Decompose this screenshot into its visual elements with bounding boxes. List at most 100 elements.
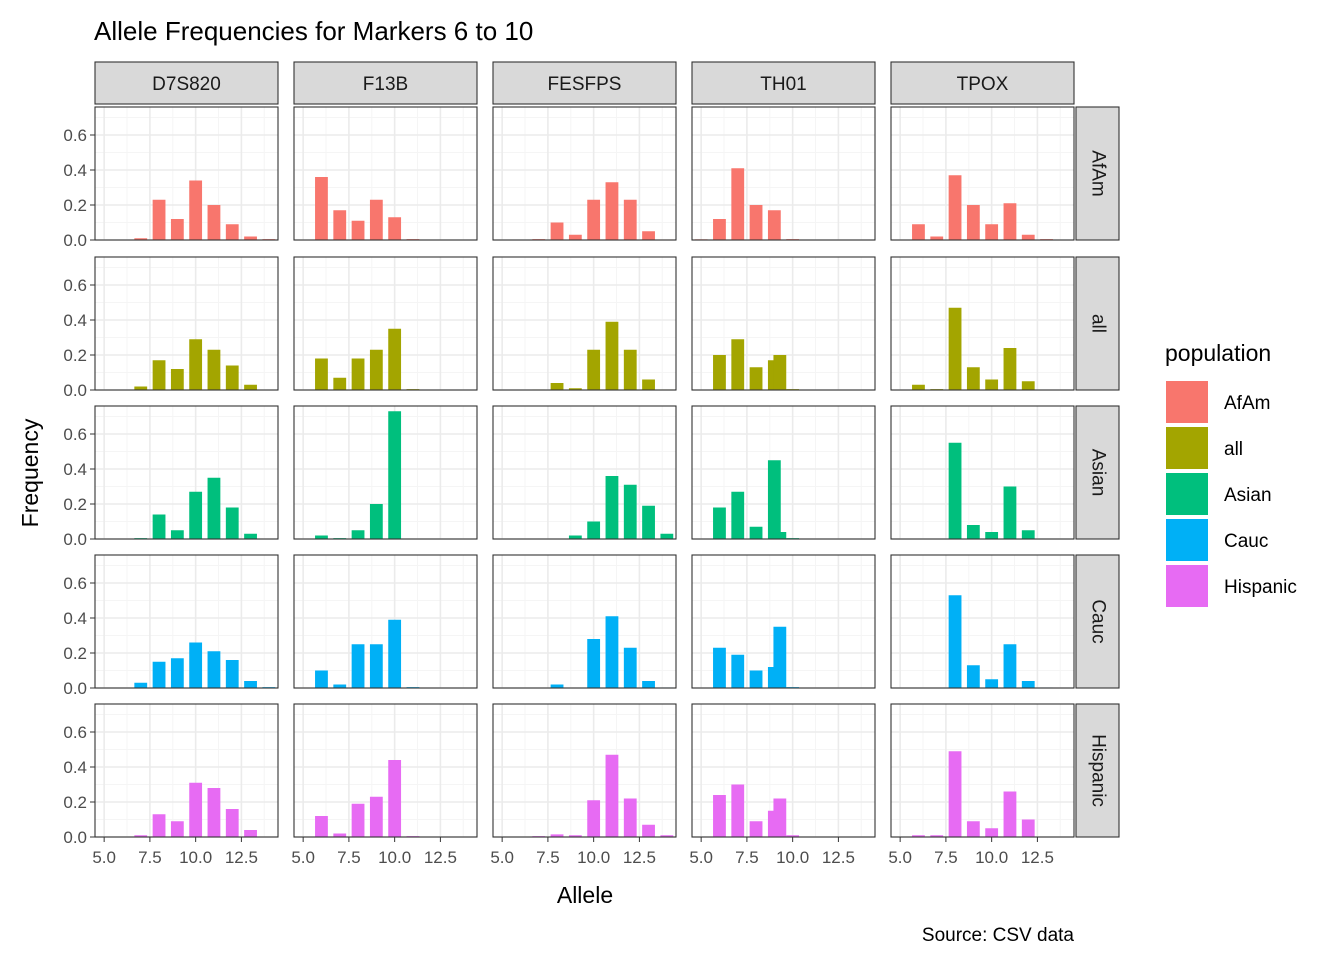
bar-all-D7S820-9: [170, 369, 184, 390]
bar-Asian-TPOX-12: [1021, 530, 1035, 539]
bar-AfAm-FESFPS-10: [587, 199, 601, 240]
bar-all-D7S820-12: [225, 365, 239, 390]
y-tick-label: 0.6: [63, 126, 87, 145]
bar-all-TPOX-9: [966, 367, 980, 390]
x-tick-label: 7.5: [934, 848, 958, 867]
bar-Hispanic-TPOX-9: [966, 821, 980, 837]
bar-all-D7S820-8: [152, 360, 166, 390]
panel-background: [891, 257, 1074, 390]
bar-AfAm-D7S820-7: [134, 238, 148, 240]
bar-Cauc-TPOX-9: [966, 665, 980, 688]
bar-Hispanic-TH01-6: [713, 795, 726, 837]
y-tick-label: 0.2: [63, 793, 87, 812]
bar-AfAm-F13B-6: [315, 177, 328, 240]
bar-Hispanic-FESFPS-9: [568, 835, 582, 837]
panel-TH01-Cauc: [691, 554, 876, 689]
bar-Asian-TH01-9: [767, 460, 781, 539]
bar-all-F13B-7: [333, 377, 347, 390]
strip-label-TPOX: TPOX: [957, 74, 1009, 95]
y-axis-label: Frequency: [17, 418, 43, 527]
bar-Hispanic-F13B-7: [333, 833, 347, 837]
y-tick-label: 0.4: [63, 311, 87, 330]
bar-Hispanic-D7S820-8: [152, 814, 166, 837]
bar-Cauc-D7S820-12: [225, 660, 239, 688]
bar-all-D7S820-7: [134, 386, 148, 390]
panel-border: [492, 106, 677, 241]
panel-F13B-AfAm: [293, 106, 478, 241]
panel-FESFPS-Asian: [492, 405, 677, 540]
bar-Hispanic-D7S820-10: [189, 782, 203, 837]
bar-Asian-FESFPS-13: [642, 505, 655, 539]
strip-Cauc: [1075, 554, 1120, 689]
bar-Hispanic-TH01-10: [786, 835, 800, 837]
bar-AfAm-TPOX-8: [948, 175, 962, 240]
bar-AfAm-TH01-8: [749, 205, 763, 240]
bar-Asian-TPOX-8: [948, 442, 962, 539]
bar-AfAm-TPOX-6: [912, 224, 925, 240]
bar-all-TH01-6: [713, 355, 726, 390]
panel-background: [294, 555, 477, 688]
bar-Hispanic-FESFPS-13: [642, 824, 655, 837]
panel-background: [891, 555, 1074, 688]
bar-Hispanic-D7S820-12: [225, 809, 239, 837]
legend-label-AfAm: AfAm: [1224, 393, 1270, 414]
strip-label-AfAm: AfAm: [1087, 150, 1108, 196]
bar-all-D7S820-13: [244, 384, 257, 390]
bar-Asian-D7S820-11: [207, 477, 221, 539]
bar-Hispanic-TH01-8: [749, 821, 763, 837]
bar-AfAm-D7S820-8: [152, 199, 166, 240]
bar-AfAm-F13B-8: [351, 220, 365, 240]
chart-title: Allele Frequencies for Markers 6 to 10: [94, 16, 533, 46]
x-tick-label: 5.0: [888, 848, 912, 867]
bar-Asian-TPOX-10: [985, 532, 999, 539]
bar-Hispanic-F13B-8: [351, 803, 365, 837]
bar-Cauc-D7S820-10: [189, 642, 203, 688]
strip-label-Asian: Asian: [1087, 449, 1108, 497]
bar-AfAm-TPOX-10: [985, 224, 999, 240]
panel-border: [492, 405, 677, 540]
y-tick-label: 0.4: [63, 161, 87, 180]
bar-AfAm-FESFPS-9: [568, 234, 582, 240]
y-tick-label: 0.0: [63, 828, 87, 847]
bar-all-D7S820-11: [207, 349, 221, 390]
bar-Cauc-TPOX-10: [985, 679, 999, 688]
x-tick-label: 12.5: [424, 848, 457, 867]
legend-key-AfAm: [1166, 381, 1208, 423]
x-tick-label: 5.0: [92, 848, 116, 867]
strip-D7S820: [94, 61, 279, 105]
bar-Cauc-F13B-10: [388, 619, 402, 688]
bar-AfAm-D7S820-10: [189, 180, 203, 240]
panel-background: [493, 704, 676, 837]
bar-Hispanic-D7S820-11: [207, 788, 221, 837]
bar-Hispanic-D7S820-13: [244, 830, 257, 837]
legend-label-Cauc: Cauc: [1224, 531, 1268, 552]
strip-FESFPS: [492, 61, 677, 105]
panel-border: [293, 256, 478, 391]
panel-border: [691, 106, 876, 241]
strip-label-all: all: [1087, 314, 1108, 333]
bar-Asian-D7S820-10: [189, 491, 203, 539]
bar-Asian-D7S820-13: [244, 533, 257, 539]
bar-all-TPOX-10: [985, 379, 999, 390]
bar-Hispanic-TPOX-11: [1003, 791, 1017, 837]
panel-F13B-all: [293, 256, 478, 391]
bar-all-D7S820-10: [189, 339, 203, 390]
panel-border: [293, 703, 478, 838]
bar-Cauc-TPOX-12: [1021, 681, 1035, 688]
bar-all-FESFPS-12: [623, 349, 637, 390]
x-tick-label: 10.0: [577, 848, 610, 867]
bar-Hispanic-F13B-9: [369, 796, 383, 837]
panel-background: [294, 406, 477, 539]
bar-Asian-FESFPS-12: [623, 484, 637, 539]
bar-all-TH01-8: [749, 367, 763, 390]
panel-border: [890, 554, 1075, 689]
bar-Cauc-F13B-7: [333, 684, 347, 688]
bar-Hispanic-TH01-9.3: [773, 798, 787, 837]
panel-FESFPS-Hispanic: 5.0 7.5 10.0 12.5: [490, 703, 677, 867]
bar-Asian-TH01-8: [749, 526, 763, 539]
bar-all-TPOX-11: [1003, 348, 1017, 390]
bar-Asian-FESFPS-11: [605, 476, 619, 539]
bar-Cauc-TPOX-11: [1003, 644, 1017, 688]
panel-TPOX-Asian: [890, 405, 1075, 540]
